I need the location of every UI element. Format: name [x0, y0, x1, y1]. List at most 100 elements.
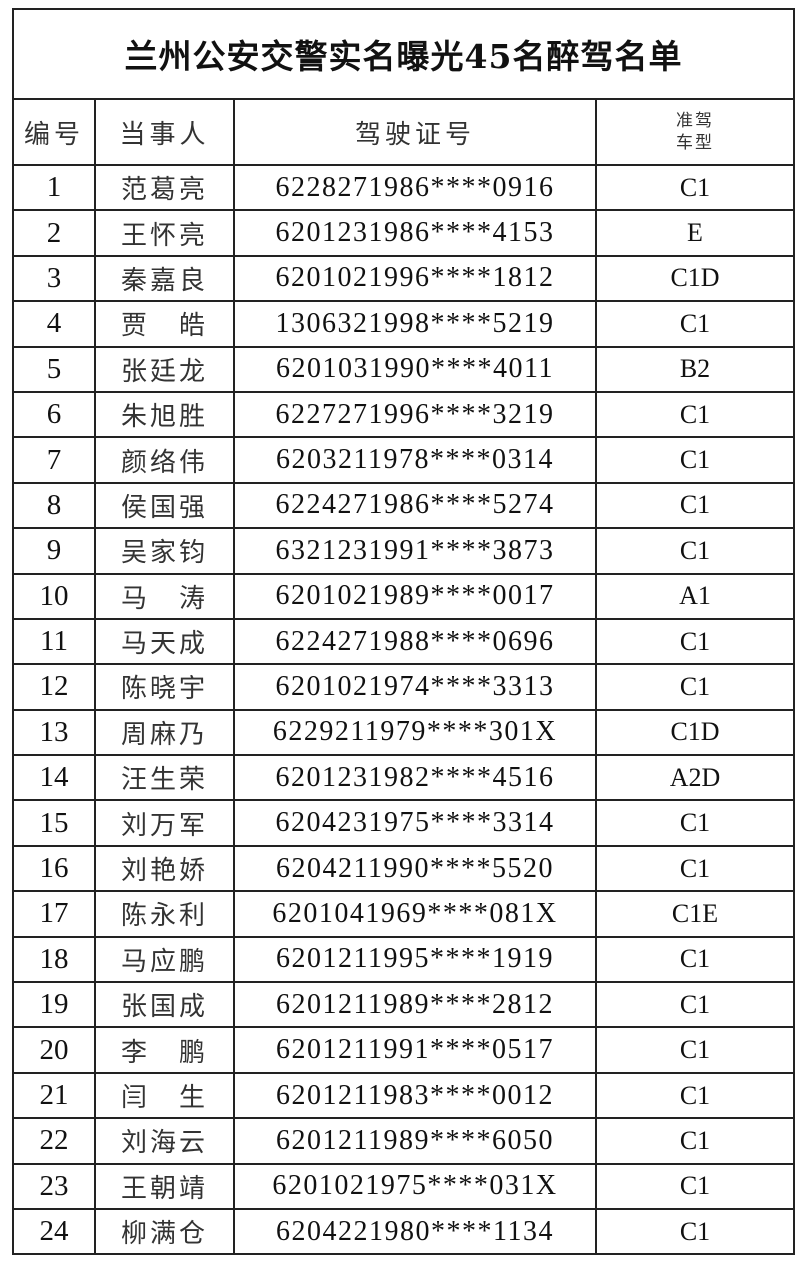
- table-row: 15 刘万军 6204231975****3314 C1: [12, 799, 795, 847]
- table-row: 18 马应鹏 6201211995****1919 C1: [12, 935, 795, 984]
- license-number: 6203211978****0314: [233, 436, 597, 484]
- license-number: 6201211991****0517: [233, 1026, 597, 1074]
- table-row: 11 马天成 6224271988****0696 C1: [12, 617, 795, 666]
- row-number: 13: [12, 708, 96, 757]
- row-number: 10: [12, 572, 96, 620]
- table-row: 13 周麻乃 6229211979****301X C1D: [12, 708, 795, 757]
- license-number: 6204221980****1134: [233, 1207, 597, 1256]
- drunk-driving-list-table: 兰州公安交警实名曝光45名醉驾名单 编号 当事人 驾驶证号 准驾 车型 1 范葛亮 6…: [12, 8, 795, 1256]
- license-number: 6204211990****5520: [233, 844, 597, 893]
- person-name: 侯国强: [94, 481, 235, 530]
- vehicle-class: E: [595, 209, 795, 257]
- person-name: 陈永利: [94, 890, 235, 938]
- license-number: 6204231975****3314: [233, 799, 597, 847]
- header-class-line2: 车型: [676, 133, 714, 153]
- table-row: 22 刘海云 6201211989****6050 C1: [12, 1117, 795, 1165]
- vehicle-class: C1: [595, 1117, 795, 1165]
- row-number: 2: [12, 209, 96, 257]
- vehicle-class: C1E: [595, 890, 795, 938]
- table-row: 24 柳满仓 6204221980****1134 C1: [12, 1207, 795, 1256]
- table-row: 16 刘艳娇 6204211990****5520 C1: [12, 844, 795, 893]
- vehicle-class: C1: [595, 617, 795, 666]
- license-number: 6229211979****301X: [233, 708, 597, 757]
- person-name: 陈晓宇: [94, 663, 235, 711]
- table-row: 3 秦嘉良 6201021996****1812 C1D: [12, 254, 795, 303]
- license-number: 6201231982****4516: [233, 754, 597, 802]
- person-name: 马天成: [94, 617, 235, 666]
- person-name: 周麻乃: [94, 708, 235, 757]
- license-number: 1306321998****5219: [233, 300, 597, 348]
- title-row: 兰州公安交警实名曝光45名醉驾名单: [12, 8, 795, 100]
- header-person: 当事人: [94, 98, 235, 166]
- person-name: 闫 生: [94, 1071, 235, 1120]
- license-number: 6201211989****6050: [233, 1117, 597, 1165]
- person-name: 汪生荣: [94, 754, 235, 802]
- person-name: 王怀亮: [94, 209, 235, 257]
- row-number: 7: [12, 436, 96, 484]
- table-row: 12 陈晓宇 6201021974****3313 C1: [12, 663, 795, 711]
- header-license: 驾驶证号: [233, 98, 597, 166]
- license-number: 6201031990****4011: [233, 345, 597, 393]
- vehicle-class: C1: [595, 436, 795, 484]
- license-number: 6321231991****3873: [233, 527, 597, 575]
- header-row: 编号 当事人 驾驶证号 准驾 车型: [12, 98, 795, 166]
- row-number: 15: [12, 799, 96, 847]
- vehicle-class: A2D: [595, 754, 795, 802]
- table-row: 9 吴家钧 6321231991****3873 C1: [12, 527, 795, 575]
- table-row: 6 朱旭胜 6227271996****3219 C1: [12, 390, 795, 439]
- person-name: 吴家钧: [94, 527, 235, 575]
- vehicle-class: C1: [595, 981, 795, 1029]
- license-number: 6201211989****2812: [233, 981, 597, 1029]
- row-number: 16: [12, 844, 96, 893]
- person-name: 张国成: [94, 981, 235, 1029]
- person-name: 王朝靖: [94, 1162, 235, 1210]
- license-number: 6201021996****1812: [233, 254, 597, 303]
- row-number: 6: [12, 390, 96, 439]
- vehicle-class: C1: [595, 1207, 795, 1256]
- table-row: 14 汪生荣 6201231982****4516 A2D: [12, 754, 795, 802]
- person-name: 刘海云: [94, 1117, 235, 1165]
- table-row: 19 张国成 6201211989****2812 C1: [12, 981, 795, 1029]
- row-number: 21: [12, 1071, 96, 1120]
- vehicle-class: A1: [595, 572, 795, 620]
- license-number: 6227271996****3219: [233, 390, 597, 439]
- license-number: 6201041969****081X: [233, 890, 597, 938]
- row-number: 8: [12, 481, 96, 530]
- row-number: 12: [12, 663, 96, 711]
- table-title: 兰州公安交警实名曝光45名醉驾名单: [12, 8, 795, 100]
- license-number: 6224271988****0696: [233, 617, 597, 666]
- vehicle-class: C1D: [595, 254, 795, 303]
- vehicle-class: C1D: [595, 708, 795, 757]
- vehicle-class: C1: [595, 1071, 795, 1120]
- table-row: 10 马 涛 6201021989****0017 A1: [12, 572, 795, 620]
- vehicle-class: C1: [595, 844, 795, 893]
- person-name: 朱旭胜: [94, 390, 235, 439]
- license-number: 6201211983****0012: [233, 1071, 597, 1120]
- row-number: 3: [12, 254, 96, 303]
- row-number: 22: [12, 1117, 96, 1165]
- license-number: 6201021975****031X: [233, 1162, 597, 1210]
- row-number: 23: [12, 1162, 96, 1210]
- vehicle-class: C1: [595, 935, 795, 984]
- person-name: 刘艳娇: [94, 844, 235, 893]
- table-row: 8 侯国强 6224271986****5274 C1: [12, 481, 795, 530]
- header-class-line1: 准驾: [676, 111, 714, 131]
- table-row: 17 陈永利 6201041969****081X C1E: [12, 890, 795, 938]
- person-name: 柳满仓: [94, 1207, 235, 1256]
- license-number: 6201231986****4153: [233, 209, 597, 257]
- person-name: 颜络伟: [94, 436, 235, 484]
- row-number: 9: [12, 527, 96, 575]
- license-number: 6228271986****0916: [233, 163, 597, 212]
- table-row: 20 李 鹏 6201211991****0517 C1: [12, 1026, 795, 1074]
- row-number: 24: [12, 1207, 96, 1256]
- vehicle-class: C1: [595, 481, 795, 530]
- row-number: 1: [12, 163, 96, 212]
- row-number: 18: [12, 935, 96, 984]
- table-row: 23 王朝靖 6201021975****031X C1: [12, 1162, 795, 1210]
- vehicle-class: C1: [595, 663, 795, 711]
- vehicle-class: C1: [595, 300, 795, 348]
- table-row: 7 颜络伟 6203211978****0314 C1: [12, 436, 795, 484]
- vehicle-class: C1: [595, 799, 795, 847]
- person-name: 马应鹏: [94, 935, 235, 984]
